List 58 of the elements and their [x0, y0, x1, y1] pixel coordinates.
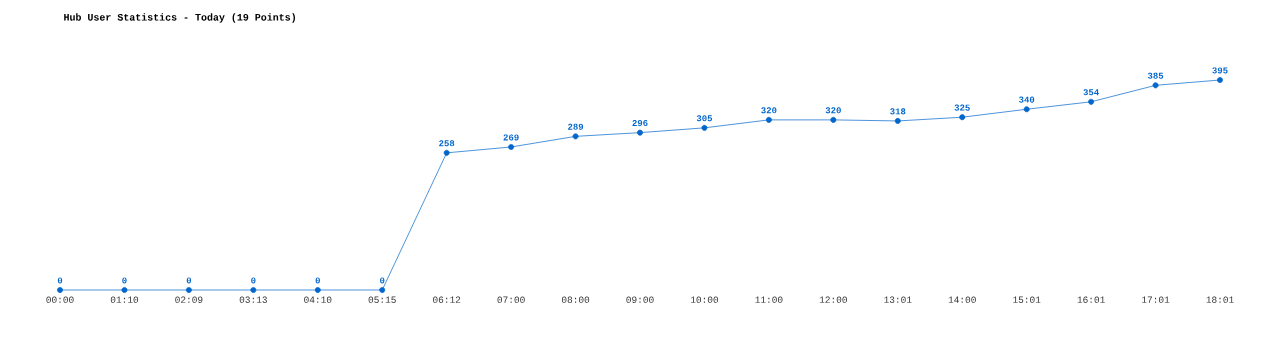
x-tick-label: 12:00	[819, 296, 847, 303]
x-tick-label: 17:01	[1142, 296, 1170, 303]
point	[894, 117, 901, 124]
x-tick-label: 05:15	[368, 296, 396, 303]
data-label: 269	[503, 134, 519, 141]
data-label: 0	[57, 277, 63, 284]
x-tick-label: 02:09	[175, 296, 203, 303]
data-label: 318	[890, 108, 906, 115]
point	[959, 114, 966, 121]
data-label: 0	[315, 277, 320, 284]
data-label: 340	[1019, 96, 1035, 103]
point	[1088, 98, 1095, 105]
x-tick-label: 00:00	[46, 296, 74, 303]
x-tick-label: 13:01	[884, 296, 912, 303]
point	[701, 124, 708, 131]
point	[121, 287, 128, 293]
x-tick-label: 03:13	[239, 296, 267, 303]
data-label: 0	[122, 277, 127, 284]
point	[250, 287, 257, 293]
point	[57, 287, 63, 293]
data-label: 325	[954, 104, 970, 111]
x-tick-label: 11:00	[755, 296, 783, 303]
point	[1023, 106, 1030, 113]
data-label: 354	[1083, 89, 1099, 96]
point	[572, 133, 579, 140]
point	[314, 287, 321, 293]
x-tick-label: 09:00	[626, 296, 654, 303]
point	[185, 287, 192, 293]
point	[830, 116, 837, 123]
point	[765, 116, 772, 123]
chart-title: Hub User Statistics - Today (19 Points)	[64, 13, 295, 23]
data-label: 296	[632, 120, 648, 127]
data-label: 0	[186, 277, 192, 284]
data-label: 0	[380, 277, 385, 284]
point	[637, 129, 643, 136]
x-tick-label: 10:00	[690, 296, 719, 303]
data-label: 395	[1212, 67, 1228, 74]
x-tick-label: 01:10	[110, 296, 139, 303]
data-label: 258	[439, 140, 455, 147]
data-label: 385	[1147, 72, 1164, 79]
x-tick-label: 14:00	[948, 296, 976, 303]
data-label: 0	[251, 277, 256, 284]
x-tick-label: 16:01	[1077, 296, 1105, 303]
x-tick-label: 07:00	[497, 296, 525, 303]
point	[379, 287, 386, 293]
x-tick-label: 06:12	[433, 296, 461, 303]
data-label: 289	[568, 123, 584, 130]
point	[1217, 77, 1223, 83]
x-tick-label: 15:01	[1013, 296, 1041, 303]
point	[508, 144, 515, 150]
x-tick-label: 18:01	[1206, 296, 1234, 303]
data-label: 305	[696, 115, 713, 122]
x-tick-label: 08:00	[561, 296, 590, 303]
point	[1152, 82, 1159, 89]
data-label: 320	[761, 107, 777, 114]
x-tick-label: 04:10	[304, 296, 332, 303]
data-label: 320	[825, 107, 841, 114]
point	[443, 149, 450, 156]
